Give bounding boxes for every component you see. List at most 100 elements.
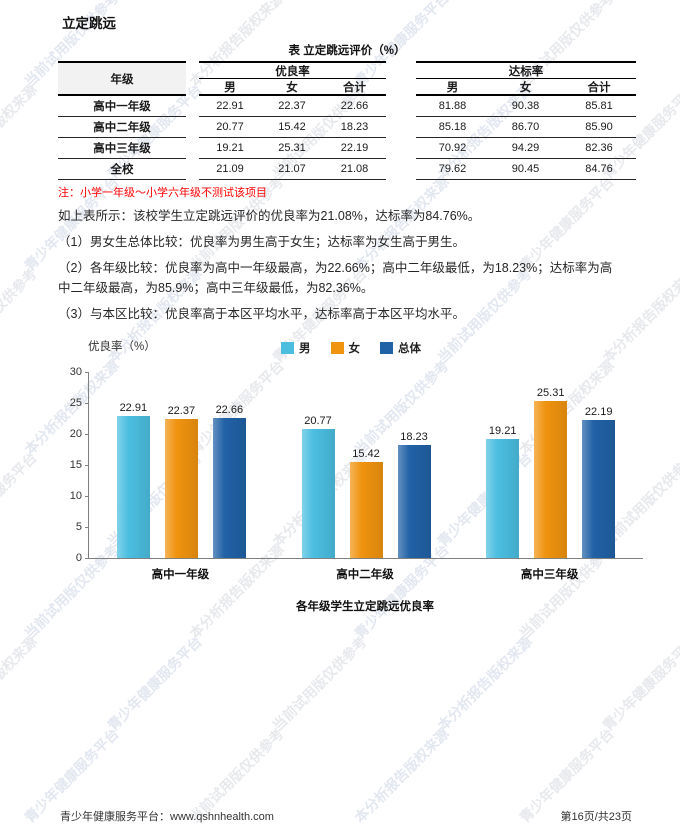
summary-item-2: （2）各年级比较：优良率为高中一年级最高，为22.66%；高中二年级最低，为18… [58, 261, 613, 295]
table-cell-value: 22.37 [261, 96, 323, 117]
report-content: 立定跳远 表 立定跳远评价（%） 年级 优良率 达标率 男女合计男女合计 高中一年… [0, 12, 680, 614]
chart-plot-area: 22.91 22.37 22.66 20.77 15.42 18.23 19.21 25.31… [70, 366, 643, 564]
y-axis-tick-mark [85, 558, 89, 559]
table-subheader: 女 [261, 79, 323, 96]
bar-rect [301, 429, 335, 558]
bar-value-label: 15.42 [352, 448, 380, 461]
table-row-grade: 高中一年级 [58, 96, 186, 117]
bar-总体: 22.19 [582, 406, 616, 558]
bar-rect [164, 419, 198, 558]
legend-item-男: 男 [281, 340, 311, 356]
y-axis-tick-label: 20 [69, 428, 82, 440]
legend-label: 男 [299, 343, 311, 355]
table-cell-value: 21.07 [261, 159, 323, 180]
bar-value-label: 22.91 [119, 402, 148, 414]
chart-x-axis-labels: 高中一年级 高中二年级 高中三年级 [88, 559, 642, 582]
bar-value-label: 18.23 [400, 431, 428, 443]
bar-rect [582, 420, 616, 558]
y-axis-tick-label: 30 [69, 366, 82, 378]
x-axis-category-label: 高中三年级 [520, 569, 579, 581]
chart-title: 各年级学生立定跳远优良率 [296, 601, 434, 613]
table-cell-value: 84.76 [562, 159, 636, 180]
table-cell-value: 21.09 [199, 159, 261, 180]
y-axis-tick-label: 15 [69, 459, 82, 471]
table-row-grade: 高中三年级 [58, 138, 186, 159]
legend-label: 总体 [398, 343, 421, 355]
chart-legend: 男 女 总体 [58, 336, 644, 360]
table-cell-value: 18.23 [323, 117, 386, 138]
table-row-header: 年级 [58, 61, 186, 96]
chart-header: 优良率（%） 男 女 总体 [58, 336, 644, 360]
bar-rect [212, 417, 246, 558]
bar-group-高中一年级: 22.91 22.37 22.66 [89, 372, 274, 558]
table-subheader: 女 [489, 79, 562, 96]
bar-value-label: 19.21 [488, 424, 517, 437]
bar-value-label: 22.37 [167, 405, 196, 418]
y-axis-tick-label: 25 [69, 397, 82, 409]
table-subheader: 合计 [562, 79, 636, 96]
table-note: 注：小学一年级～小学六年级不测试该项目 [58, 187, 267, 199]
bar-男: 19.21 [486, 424, 520, 558]
chart-bars: 22.91 22.37 22.66 20.77 15.42 18.23 19.21 25.31… [89, 372, 643, 558]
table-cell-value: 86.70 [489, 117, 562, 138]
watermark-text: 当前试用版仅供参考 [269, 633, 370, 734]
legend-swatch-icon [330, 342, 344, 354]
table-cell-value: 82.36 [562, 138, 636, 159]
table-row-grade: 高中二年级 [58, 117, 186, 138]
footer-platform-text: 青少年健康服务平台：www.qshnhealth.com [60, 811, 274, 823]
y-axis-tick-label: 0 [75, 552, 82, 564]
bar-rect [486, 438, 520, 558]
y-axis-tick-label: 5 [75, 521, 82, 533]
table-cell-value: 90.45 [489, 159, 562, 180]
watermark-text: 青少年健康服务平台 [104, 633, 205, 734]
bar-value-label: 25.31 [536, 387, 565, 400]
table-group-header-excellent-rate: 优良率 [199, 61, 386, 79]
table-cell-value: 20.77 [199, 117, 261, 138]
y-axis-tick-mark [85, 496, 89, 497]
summary-item-1: （1）男女生总体比较：优良率为男生高于女生；达标率为女生高于男生。 [58, 235, 465, 249]
table-subheader: 合计 [323, 79, 386, 96]
y-axis-tick-mark [85, 403, 89, 404]
summary-intro: 如上表所示：该校学生立定跳远评价的优良率为21.08%，达标率为84.76%。 [58, 209, 481, 223]
x-axis-category-label: 高中二年级 [336, 569, 394, 581]
table-cell-value: 90.38 [489, 96, 562, 117]
table-group-header-pass-rate: 达标率 [416, 61, 636, 79]
table-cell-value: 25.31 [261, 138, 323, 159]
y-axis-tick-label: 10 [69, 490, 82, 502]
bar-总体: 18.23 [397, 431, 431, 558]
y-axis-tick-mark [85, 434, 89, 435]
table-cell-value: 85.18 [416, 117, 489, 138]
legend-swatch-icon [281, 342, 294, 354]
legend-item-总体: 总体 [380, 340, 421, 356]
page-title: 立定跳远 [62, 16, 116, 31]
bar-总体: 22.66 [212, 403, 246, 558]
watermark-text: 青少年健康服务平台 [599, 633, 680, 734]
table-cell-value: 22.19 [323, 138, 386, 159]
bar-group-高中三年级: 19.21 25.31 22.19 [458, 372, 643, 558]
x-axis-category-label: 高中一年级 [151, 569, 210, 581]
bar-男: 20.77 [301, 415, 335, 558]
bar-男: 22.91 [116, 402, 150, 558]
table-cell-value: 94.29 [489, 138, 562, 159]
footer-page-number: 第16页/共23页 [560, 811, 632, 823]
bar-女: 15.42 [349, 448, 383, 558]
y-axis-tick-mark [85, 527, 89, 528]
summary-item-3: （3）与本区比较：优良率高于本区平均水平，达标率高于本区平均水平。 [58, 307, 465, 321]
table-row-grade: 全校 [58, 159, 186, 180]
table-subheader: 男 [416, 79, 489, 96]
table-cell-value: 79.62 [416, 159, 489, 180]
evaluation-table: 年级 优良率 达标率 男女合计男女合计 高中一年级 22.91 22.37 22.66 8… [58, 61, 636, 180]
table-cell-value: 21.08 [323, 159, 386, 180]
table-cell-value: 19.21 [199, 138, 261, 159]
table-cell-value: 70.92 [416, 138, 489, 159]
bar-value-label: 22.66 [215, 403, 244, 416]
bar-rect [534, 401, 568, 558]
legend-swatch-icon [380, 342, 393, 354]
table-subheader: 男 [199, 79, 261, 96]
page-footer: 青少年健康服务平台：www.qshnhealth.com 第16页/共23页 [60, 808, 632, 824]
chart-y-axis-label: 优良率（%） [88, 341, 156, 353]
bar-value-label: 22.19 [584, 406, 613, 419]
table-cell-value: 22.91 [199, 96, 261, 117]
table-title: 表 立定跳远评价（%） [288, 45, 406, 57]
bar-女: 25.31 [534, 387, 568, 558]
